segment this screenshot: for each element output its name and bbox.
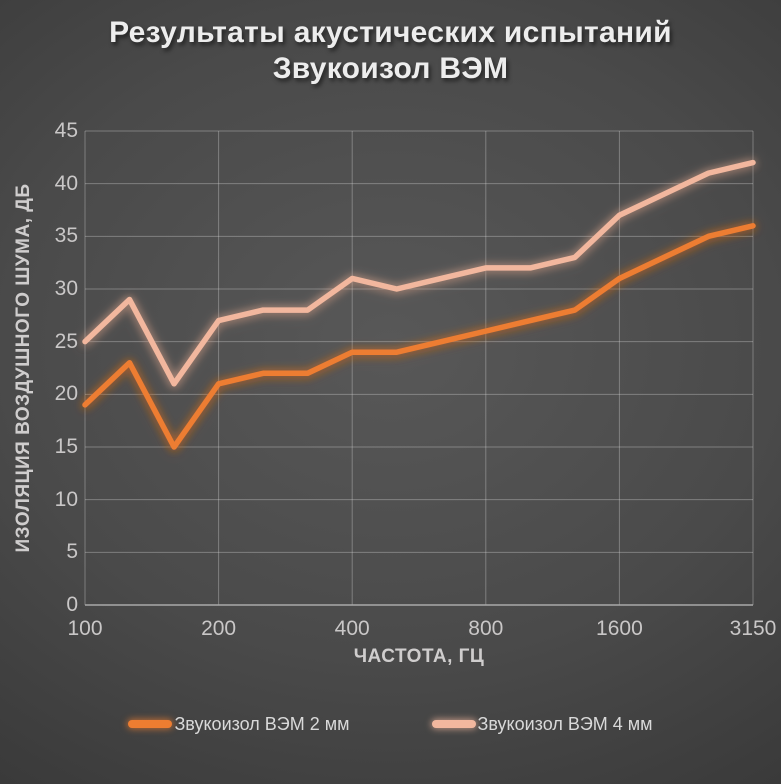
series-line-2mm — [82, 223, 756, 450]
legend-swatch-2mm-icon — [128, 720, 173, 728]
chart-title-line2: Звукоизол ВЭМ — [272, 52, 509, 85]
x-tick-label: 3150 — [729, 617, 777, 640]
legend-item-2mm: Звукоизол ВЭМ 2 мм — [128, 711, 350, 737]
y-tick-label: 15 — [54, 435, 78, 458]
legend-label-4mm: Звукоизол ВЭМ 4 мм — [477, 714, 653, 734]
legend-swatch-4mm-icon — [431, 720, 476, 728]
legend-label-2mm: Звукоизол ВЭМ 2 мм — [174, 714, 350, 734]
gridlines — [84, 130, 754, 605]
y-tick-label: 40 — [54, 171, 78, 195]
y-tick-label: 45 — [54, 119, 78, 142]
x-tick-label: 800 — [468, 617, 504, 640]
y-tick-label: 10 — [54, 487, 78, 511]
y-tick-label: 20 — [54, 382, 78, 406]
x-tick-label: 200 — [201, 617, 237, 640]
x-tick-label: 1600 — [596, 617, 643, 640]
y-tick-label: 30 — [54, 277, 78, 300]
x-tick-label: 400 — [334, 617, 370, 640]
y-tick-label: 25 — [54, 329, 78, 353]
chart-title: Результаты акустических испытаний Звукои… — [0, 15, 781, 87]
y-tick-label: 5 — [66, 540, 78, 564]
x-axis-title: ЧАСТОТА, ГЦ — [353, 646, 485, 667]
x-tick-label: 100 — [67, 617, 103, 640]
chart-title-line1: Результаты акустических испытаний — [109, 16, 672, 49]
y-tick-label: 0 — [66, 593, 78, 616]
y-tick-label: 35 — [54, 224, 78, 248]
chart-legend: Звукоизол ВЭМ 2 мм Звукоизол ВЭМ 4 мм — [0, 711, 781, 737]
y-axis-title: ИЗОЛЯЦИЯ ВОЗДУШНОГО ШУМА, ДБ — [13, 183, 34, 553]
legend-item-4mm: Звукоизол ВЭМ 4 мм — [431, 711, 653, 737]
series-line-4mm — [82, 159, 756, 387]
